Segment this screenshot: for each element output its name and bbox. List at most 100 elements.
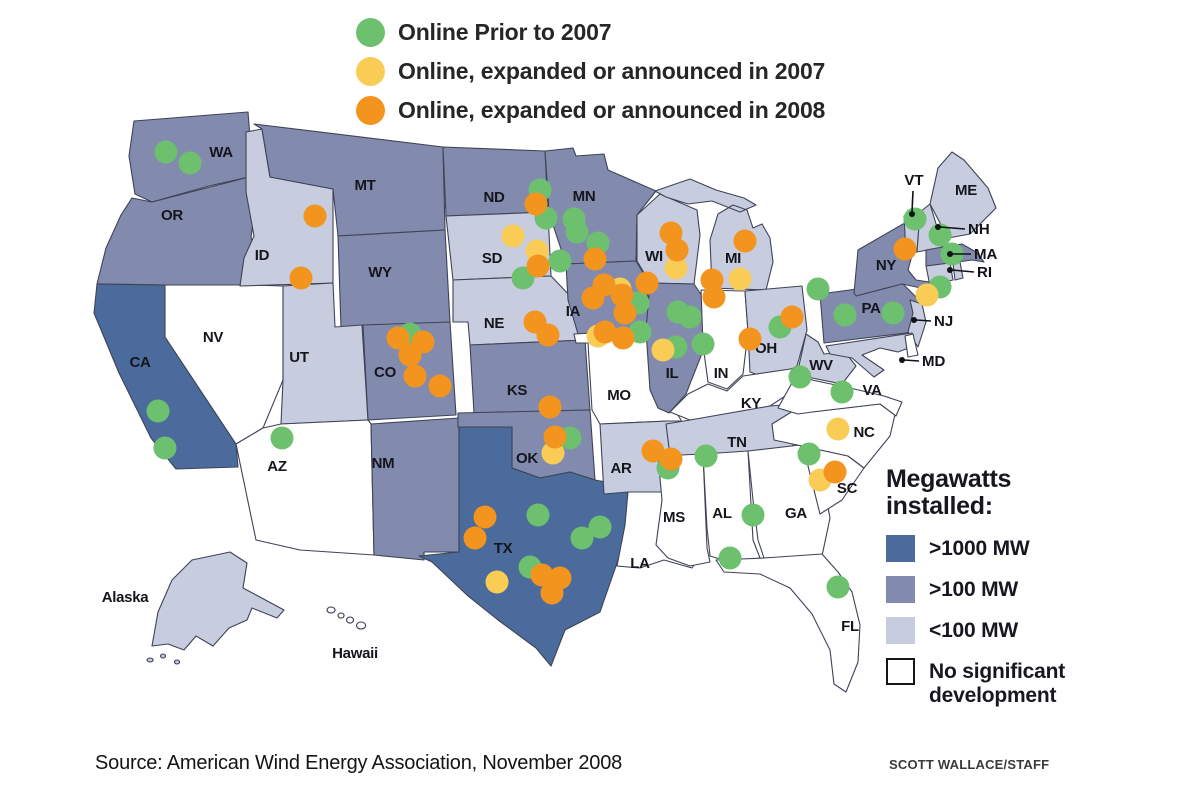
wind-project-dot-y2008	[530, 563, 554, 587]
state-WY	[337, 229, 451, 329]
mw-row-gt1000: >1000 MW	[886, 535, 1096, 562]
state-label-FL: FL	[841, 618, 859, 635]
callout-point-MD	[899, 357, 905, 363]
megawatts-title-line2: installed:	[886, 491, 993, 520]
wind-project-dot-prior2007	[153, 436, 177, 460]
wind-project-dot-y2008	[536, 323, 560, 347]
wind-project-dot-y2008	[893, 237, 917, 261]
megawatts-legend: Megawatts installed: >1000 MW >100 MW <1…	[886, 466, 1096, 721]
wind-project-dot-prior2007	[881, 301, 905, 325]
wind-project-dot-y2007	[651, 338, 675, 362]
wind-project-dot-prior2007	[570, 526, 594, 550]
mw-row-label: <100 MW	[929, 619, 1019, 642]
state-label-TN: TN	[727, 434, 746, 451]
yellow-dot-icon	[356, 57, 385, 86]
legend-item-label: Online, expanded or announced in 2007	[398, 58, 826, 84]
callout-line-VT	[911, 190, 914, 213]
wind-project-dot-prior2007	[830, 380, 854, 404]
mw-row-label: >1000 MW	[929, 537, 1030, 560]
white-swatch-icon	[886, 658, 915, 685]
megawatts-legend-title: Megawatts installed:	[886, 466, 1096, 519]
state-label-IL: IL	[666, 365, 679, 382]
light-blue-swatch-icon	[886, 617, 915, 644]
callout-point-MA	[947, 251, 953, 257]
state-NY	[853, 221, 943, 297]
callout-point-NH	[935, 224, 941, 230]
dark-blue-swatch-icon	[886, 535, 915, 562]
wind-project-dot-y2008	[526, 254, 550, 278]
legend-item-2008: Online, expanded or announced in 2008	[356, 91, 825, 130]
legend-item-label: Online Prior to 2007	[398, 19, 612, 45]
mw-row-gt100: >100 MW	[886, 576, 1096, 603]
wind-project-dot-prior2007	[270, 426, 294, 450]
state-label-MD: MD	[922, 353, 945, 370]
wind-project-dot-y2008	[700, 268, 724, 292]
wind-project-dot-prior2007	[691, 332, 715, 356]
state-label-IN: IN	[714, 365, 728, 382]
state-label-NV: NV	[203, 329, 224, 346]
wind-project-dots	[146, 140, 964, 605]
wind-project-dot-prior2007	[718, 546, 742, 570]
state-label-OH: OH	[755, 340, 777, 357]
state-label-UT: UT	[289, 349, 309, 366]
state-label-ID: ID	[255, 247, 270, 264]
state-KS	[469, 339, 591, 414]
wind-project-dot-y2007	[826, 417, 850, 441]
callout-line-NH	[939, 226, 966, 230]
wind-project-dot-y2008	[386, 326, 410, 350]
wind-project-dot-prior2007	[694, 444, 718, 468]
megawatts-title-line1: Megawatts	[886, 465, 1012, 493]
state-label-NM: NM	[372, 455, 395, 472]
state-label-NH: NH	[968, 221, 990, 238]
legend-item-2007: Online, expanded or announced in 2007	[356, 52, 825, 91]
source-text: Source: American Wind Energy Association…	[95, 752, 623, 774]
state-label-KY: KY	[741, 395, 762, 412]
state-label-NJ: NJ	[934, 313, 953, 330]
wind-project-dot-y2008	[289, 266, 313, 290]
medium-blue-swatch-icon	[886, 576, 915, 603]
state-label-AR: AR	[610, 460, 632, 477]
mw-row-label: No significant development	[929, 660, 1066, 707]
wind-project-dot-y2008	[613, 301, 637, 325]
state-label-GA: GA	[785, 505, 807, 522]
callout-point-NJ	[911, 317, 917, 323]
state-label-MO: MO	[607, 387, 631, 404]
wind-project-dot-prior2007	[826, 575, 850, 599]
state-HI	[326, 606, 367, 630]
wind-project-dot-y2008	[524, 192, 548, 216]
wind-project-dot-prior2007	[806, 277, 830, 301]
state-label-HI: Hawaii	[332, 645, 378, 662]
state-label-TX: TX	[494, 540, 513, 557]
state-label-CO: CO	[374, 364, 397, 381]
wind-project-dot-y2008	[583, 247, 607, 271]
state-AK	[146, 551, 285, 665]
state-label-MS: MS	[663, 509, 685, 526]
state-label-IA: IA	[566, 303, 581, 320]
wind-project-dot-y2008	[398, 343, 422, 367]
state-label-VT: VT	[904, 172, 923, 189]
wind-project-dot-prior2007	[526, 503, 550, 527]
state-label-WY: WY	[368, 264, 392, 281]
state-label-MA: MA	[974, 246, 997, 263]
state-label-MT: MT	[354, 177, 375, 194]
wind-project-dot-prior2007	[154, 140, 178, 164]
wind-project-dot-prior2007	[928, 223, 952, 247]
wind-project-dot-y2008	[581, 286, 605, 310]
wind-project-dot-y2008	[428, 374, 452, 398]
state-label-NY: NY	[876, 257, 897, 274]
wind-project-dot-prior2007	[741, 503, 765, 527]
dot-legend: Online Prior to 2007 Online, expanded or…	[356, 13, 825, 130]
wind-project-dot-y2008	[538, 395, 562, 419]
wind-project-dot-y2008	[733, 229, 757, 253]
state-label-NC: NC	[853, 424, 875, 441]
state-label-NE: NE	[484, 315, 505, 332]
state-label-AK: Alaska	[102, 589, 150, 606]
state-label-AL: AL	[712, 505, 732, 522]
megawatts-legend-rows: >1000 MW >100 MW <100 MW No significant …	[886, 535, 1096, 707]
state-label-SC: SC	[837, 480, 858, 497]
callout-point-RI	[947, 267, 953, 273]
wind-project-dot-prior2007	[548, 249, 572, 273]
